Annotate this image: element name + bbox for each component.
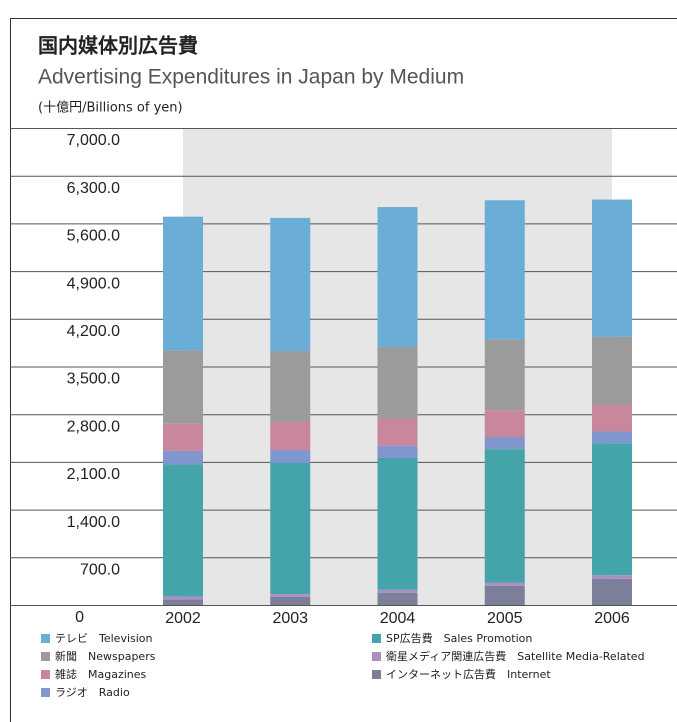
legend-swatch: [41, 670, 50, 679]
bar-segment: [484, 339, 525, 411]
legend-swatch: [41, 688, 50, 697]
bar-segment: [484, 585, 525, 605]
bar-segment: [484, 449, 525, 583]
x-tick-label: 2006: [594, 610, 630, 627]
legend-swatch: [41, 634, 50, 643]
legend-swatch: [41, 652, 50, 661]
bar-segment: [270, 596, 311, 605]
bar-segment: [377, 458, 418, 590]
bar-segment: [377, 207, 418, 347]
bar-segment: [163, 450, 203, 465]
bar-segment: [592, 199, 632, 337]
chart-subtitle: Advertising Expenditures in Japan by Med…: [38, 66, 464, 89]
legend-label: SP広告費 Sales Promotion: [386, 631, 532, 645]
y-tick-label: 2,800.0: [67, 418, 120, 435]
legend-label: 雑誌 Magazines: [55, 667, 147, 681]
x-tick-label: 2004: [380, 610, 416, 627]
y-tick-label: 1,400.0: [67, 514, 120, 531]
bar-segment: [377, 445, 418, 459]
bar-segment: [163, 464, 203, 597]
legend-label: テレビ Television: [55, 632, 153, 645]
legend-label: 衛星メディア関連広告費 Satellite Media-Related: [386, 649, 645, 663]
unit-label: (十億円/Billions of yen): [38, 100, 183, 116]
legend-label: ラジオ Radio: [55, 686, 130, 699]
legend-swatch: [372, 634, 381, 643]
bar-segment: [592, 431, 632, 444]
bar-segment: [163, 423, 203, 451]
bar-segment: [592, 575, 632, 579]
x-tick-label: 2005: [487, 610, 523, 627]
bar-segment: [163, 350, 203, 424]
bar-segment: [484, 582, 525, 586]
bar-segment: [270, 422, 311, 451]
y-tick-label: 3,500.0: [67, 371, 120, 388]
bar-segment: [377, 346, 418, 419]
bar-segment: [163, 596, 203, 600]
legend-label: インターネット広告費 Internet: [386, 667, 551, 681]
y-tick-label: 700.0: [80, 562, 120, 579]
bar-segment: [592, 405, 632, 432]
bar-segment: [163, 599, 203, 605]
bar-segment: [270, 217, 311, 351]
legend-swatch: [372, 652, 381, 661]
bar-segment: [484, 410, 525, 438]
bar-segment: [377, 418, 418, 446]
y-tick-label: 2,100.0: [67, 466, 120, 483]
bar-segment: [377, 589, 418, 593]
chart-title: 国内媒体別広告費: [38, 34, 198, 58]
bar-segment: [270, 450, 311, 463]
y-tick-label: 4,900.0: [67, 275, 120, 292]
y-tick-label: 6,300.0: [67, 180, 120, 197]
legend-swatch: [372, 670, 381, 679]
bar-segment: [377, 592, 418, 605]
bar-segment: [163, 216, 203, 351]
y-tick-label: 4,200.0: [67, 323, 120, 340]
y-tick-label: 0: [75, 609, 84, 626]
bar-segment: [270, 594, 311, 597]
bar-segment: [484, 200, 525, 340]
x-tick-label: 2003: [272, 610, 308, 627]
bar-segment: [484, 437, 525, 450]
legend-label: 新聞 Newspapers: [55, 649, 156, 663]
bar-segment: [270, 350, 311, 423]
bar-segment: [270, 462, 311, 595]
x-tick-label: 2002: [165, 610, 201, 627]
bar-segment: [592, 578, 632, 605]
bar-segment: [592, 443, 632, 576]
bar-segment: [592, 336, 632, 406]
y-tick-label: 5,600.0: [67, 228, 120, 245]
y-tick-label: 7,000.0: [67, 132, 120, 149]
